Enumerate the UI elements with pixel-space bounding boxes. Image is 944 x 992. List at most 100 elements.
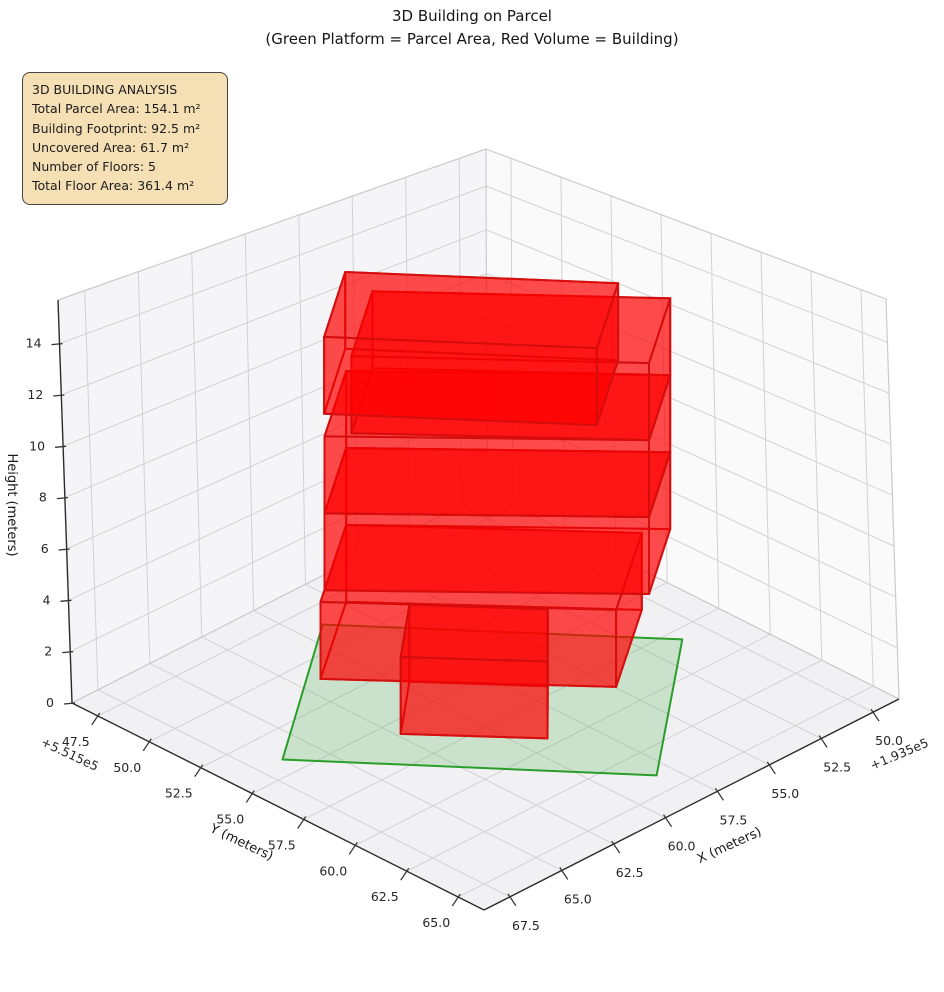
y-axis-label: Y (meters) [207, 821, 276, 864]
floor-1-annex-front-face [399, 656, 549, 740]
grid-leftwall-x [84, 290, 99, 690]
grid-floor-x [253, 610, 666, 819]
x-tick-label: 67.5 [512, 918, 540, 933]
z-tick-label: 10 [29, 438, 45, 453]
floor-5-top-face [323, 271, 620, 350]
pane-edge [485, 148, 887, 300]
z-tick [60, 599, 72, 602]
floor-5-front-face [323, 335, 598, 427]
x-tick-label: 60.0 [668, 839, 696, 854]
grid-rightwall-y [760, 252, 771, 635]
x-tick-label: 55.0 [771, 786, 799, 801]
y-tick-label: 62.5 [371, 889, 399, 904]
parcel-platform [281, 623, 684, 777]
floor-1-annex-top-face [399, 603, 549, 663]
grid-rightwall-z [486, 273, 891, 445]
x-tick [818, 735, 828, 748]
y-tick [400, 867, 410, 881]
y-tick-label: 57.5 [268, 837, 296, 852]
grid-leftwall-x [298, 215, 306, 585]
z-tick-label: 4 [42, 592, 50, 607]
y-tick-label: 52.5 [165, 786, 193, 801]
grid-leftwall-z [59, 185, 487, 345]
z-tick-label: 12 [27, 387, 43, 402]
grid-rightwall-z [486, 360, 895, 547]
z-tick [55, 445, 67, 448]
grid-floor-y [355, 633, 771, 846]
z-tick-label: 14 [26, 336, 42, 351]
grid-floor-x [305, 583, 718, 792]
pane-edge [485, 148, 488, 493]
info-box-line: Building Footprint: 92.5 m² [32, 120, 201, 136]
grid-leftwall-x [191, 252, 203, 638]
grid-floor-x [201, 636, 614, 845]
x-tick [870, 708, 880, 722]
chart-title: 3D Building on Parcel [392, 7, 552, 25]
y-tick-label: 55.0 [216, 812, 244, 827]
grid-floor-y [458, 685, 874, 898]
x-axis-label: X (meters) [695, 825, 764, 867]
grid-leftwall-x [137, 271, 151, 664]
grid-rightwall-y [860, 289, 874, 687]
grid-leftwall-z [61, 229, 487, 396]
pane-edge [57, 148, 487, 301]
grid-rightwall-y [710, 233, 720, 609]
grid-rightwall-y [660, 214, 668, 583]
grid-rightwall-y [560, 177, 565, 531]
pane-left-wall [58, 149, 487, 703]
grid-leftwall-z [66, 360, 487, 550]
x-tick [559, 867, 569, 880]
grid-rightwall-y [510, 158, 514, 505]
z-tick [51, 342, 63, 346]
z-tick-label: 6 [41, 541, 49, 556]
grid-rightwall-z [486, 447, 898, 649]
x-tick [611, 840, 621, 854]
grid-leftwall-x [405, 177, 410, 532]
z-axis-label: Height (meters) [4, 453, 19, 556]
pane-edge [486, 491, 900, 700]
x-tick-label: 62.5 [616, 865, 644, 880]
grid-floor-x [97, 689, 511, 898]
analysis-info-box: 3D BUILDING ANALYSIS Total Parcel Area: … [22, 72, 228, 205]
x-tick-label: 50.0 [875, 733, 903, 748]
z-axis-spine [57, 299, 73, 704]
y-tick-label: 50.0 [113, 760, 141, 775]
y-axis-spine [71, 702, 485, 911]
pane-floor [72, 492, 899, 910]
grid-leftwall-z [69, 447, 488, 653]
x-tick [714, 787, 724, 801]
x-axis-spine [483, 698, 900, 911]
floor-3-front-face [323, 435, 650, 518]
grid-leftwall-x [351, 196, 358, 558]
y-tick [451, 893, 461, 907]
z-tick [62, 651, 74, 654]
z-tick [56, 497, 68, 500]
chart-subtitle: (Green Platform = Parcel Area, Red Volum… [265, 30, 679, 48]
grid-rightwall-z [486, 229, 890, 394]
x-tick [766, 761, 776, 775]
floor-4-front-face [350, 355, 650, 442]
pane-edge [885, 298, 900, 700]
grid-floor-y [149, 530, 565, 743]
x-tick-label: 52.5 [823, 760, 851, 775]
grid-rightwall-z [485, 185, 888, 343]
grid-leftwall-z [64, 316, 487, 499]
grid-floor-y [303, 607, 719, 820]
floor-2-front-face [323, 512, 650, 595]
chart-title-block: 3D Building on Parcel (Green Platform = … [0, 7, 944, 48]
y-tick [142, 738, 152, 752]
grid-floor-y [406, 659, 822, 872]
y-tick [245, 790, 255, 803]
info-box-line: Number of Floors: 5 [32, 159, 156, 175]
y-tick-label: 65.0 [422, 915, 450, 930]
y-tick-label: 60.0 [319, 863, 347, 878]
grid-leftwall-x [244, 233, 255, 611]
z-tick-label: 2 [44, 644, 52, 659]
z-tick-label: 0 [46, 695, 54, 710]
pane-right-wall [486, 149, 899, 699]
y-tick [348, 841, 358, 855]
info-box-title: 3D BUILDING ANALYSIS [32, 82, 178, 97]
y-tick-label: 47.5 [62, 734, 90, 749]
